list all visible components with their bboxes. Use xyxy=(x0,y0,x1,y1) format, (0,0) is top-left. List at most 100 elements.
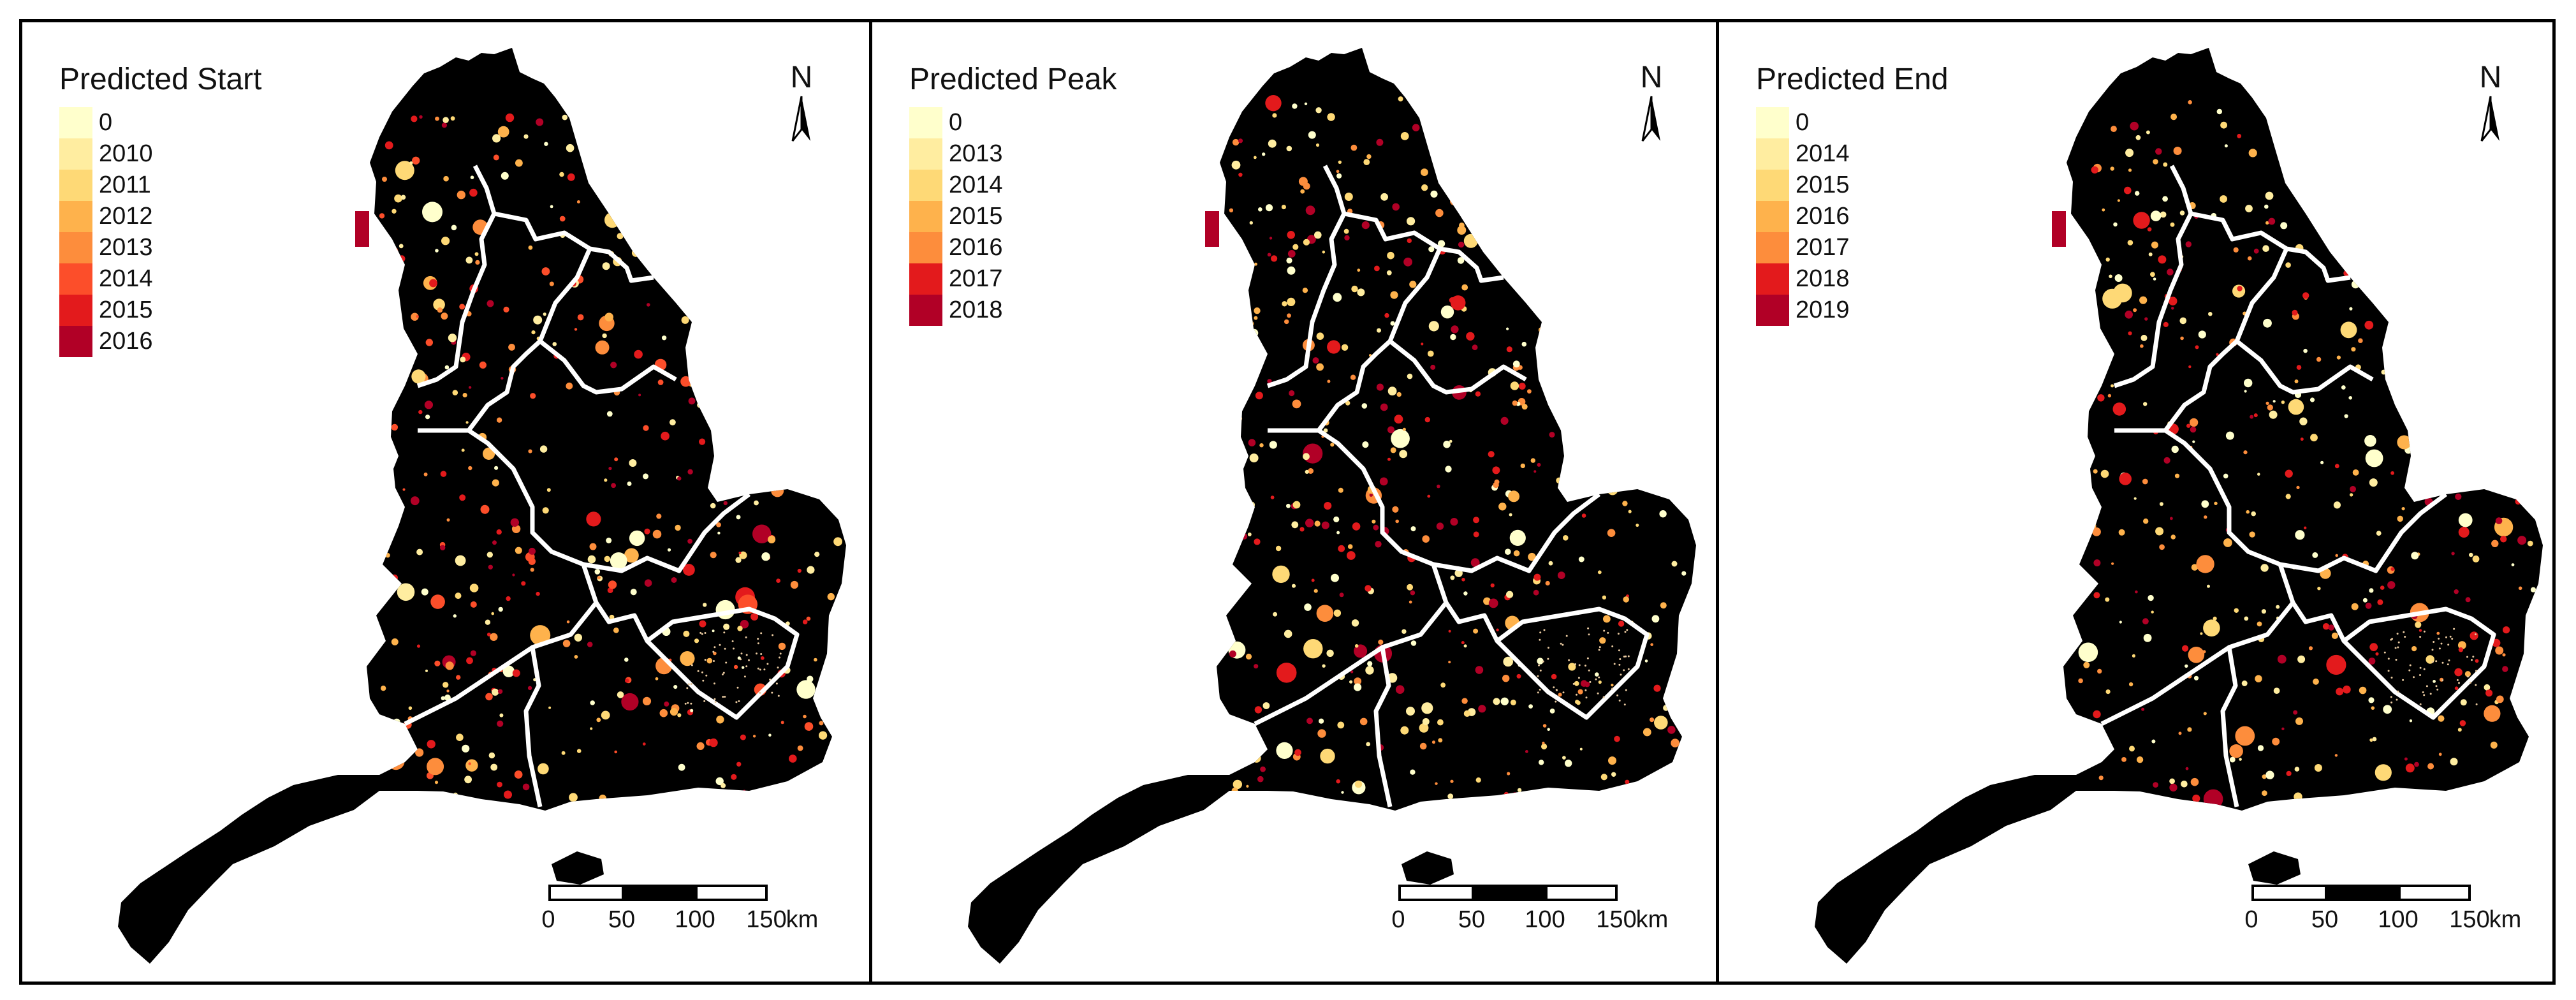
district-patch xyxy=(821,490,824,494)
district-patch xyxy=(630,589,637,596)
district-patch xyxy=(2436,355,2441,359)
district-patch xyxy=(749,311,756,319)
legend-swatch xyxy=(1756,201,1789,232)
district-patch xyxy=(479,361,487,369)
district-patch xyxy=(1562,756,1566,760)
district-patch xyxy=(453,614,457,618)
district-patch xyxy=(1321,521,1329,529)
district-patch xyxy=(2121,757,2126,762)
district-patch xyxy=(617,174,623,180)
legend-swatch xyxy=(909,263,942,295)
district-patch xyxy=(2471,160,2479,168)
district-patch xyxy=(2397,515,2403,522)
district-patch xyxy=(717,531,721,534)
district-patch xyxy=(2404,636,2406,638)
district-patch xyxy=(1347,544,1353,549)
district-patch xyxy=(769,679,772,681)
district-patch xyxy=(696,742,705,750)
district-patch xyxy=(714,698,716,700)
district-patch xyxy=(2272,108,2277,112)
district-patch xyxy=(2412,256,2417,261)
district-patch xyxy=(768,733,772,737)
district-patch xyxy=(2491,540,2499,547)
district-patch xyxy=(2464,671,2471,677)
district-patch xyxy=(502,665,515,677)
district-patch xyxy=(574,328,578,331)
district-patch xyxy=(654,122,657,126)
district-patch xyxy=(1305,469,1309,474)
district-patch xyxy=(2435,660,2438,663)
district-patch xyxy=(2408,291,2423,306)
district-patch xyxy=(2451,552,2455,555)
district-patch xyxy=(2143,633,2152,642)
district-patch xyxy=(380,430,386,436)
district-patch xyxy=(752,735,756,738)
district-patch xyxy=(2445,216,2454,225)
district-patch xyxy=(562,640,571,647)
district-patch xyxy=(2140,344,2144,348)
district-patch xyxy=(765,189,778,203)
district-patch xyxy=(2443,341,2447,344)
district-patch xyxy=(1267,253,1271,257)
district-patch xyxy=(2160,211,2167,218)
district-patch xyxy=(2182,645,2189,652)
region-boundary xyxy=(1433,492,1601,573)
district-patch xyxy=(508,344,515,351)
district-patch xyxy=(1598,676,1600,679)
district-patch xyxy=(1592,275,1597,280)
district-patch xyxy=(1568,663,1576,671)
legend-label: 2015 xyxy=(99,297,153,323)
district-patch xyxy=(2148,252,2153,256)
district-patch xyxy=(1336,170,1340,173)
district-patch xyxy=(1593,219,1602,228)
legend-label: 2015 xyxy=(1796,172,1850,198)
region-boundary xyxy=(1266,212,1347,388)
district-patch xyxy=(1426,131,1436,141)
district-patch xyxy=(2459,720,2466,726)
district-patch xyxy=(2411,552,2419,560)
district-patch xyxy=(743,790,746,793)
district-patch xyxy=(1430,364,1436,370)
district-patch xyxy=(2515,498,2521,505)
district-patch xyxy=(2119,621,2122,624)
district-patch xyxy=(569,793,578,802)
district-patch xyxy=(1392,203,1400,211)
district-patch xyxy=(1533,573,1541,581)
district-patch xyxy=(790,464,798,471)
district-patch xyxy=(1322,250,1326,254)
district-patch xyxy=(1327,379,1331,383)
district-patch xyxy=(1526,247,1530,252)
district-patch xyxy=(829,393,835,399)
district-patch xyxy=(2220,195,2227,203)
legend-label: 2013 xyxy=(949,140,1003,167)
district-patch xyxy=(2250,415,2254,419)
district-patch xyxy=(2296,485,2300,490)
district-patch xyxy=(2387,581,2396,589)
district-patch xyxy=(1504,791,1509,797)
district-patch xyxy=(1248,321,1254,327)
district-patch xyxy=(2170,534,2176,540)
district-patch xyxy=(2364,127,2373,136)
district-patch xyxy=(688,397,696,405)
district-patch xyxy=(1547,658,1549,660)
district-patch xyxy=(1294,749,1301,756)
district-patch xyxy=(1341,791,1344,794)
district-patch xyxy=(2249,531,2255,538)
district-patch xyxy=(536,118,544,126)
district-patch xyxy=(1366,742,1371,747)
district-patch xyxy=(2281,727,2285,731)
district-patch xyxy=(2086,793,2092,799)
district-patch xyxy=(684,702,687,705)
district-patch xyxy=(2531,197,2535,202)
district-patch xyxy=(1627,235,1637,244)
district-patch xyxy=(1407,238,1412,244)
legend-item: 2015 xyxy=(1756,170,1949,201)
legend: Predicted End 0 2014 2015 2016 2017 2018 2019 xyxy=(1756,62,1949,326)
district-patch xyxy=(2320,460,2324,464)
district-patch xyxy=(1314,589,1318,593)
district-patch xyxy=(2528,298,2535,305)
district-patch xyxy=(1567,295,1570,299)
district-patch xyxy=(497,781,502,788)
district-patch xyxy=(2454,686,2459,690)
district-patch xyxy=(2174,473,2180,478)
